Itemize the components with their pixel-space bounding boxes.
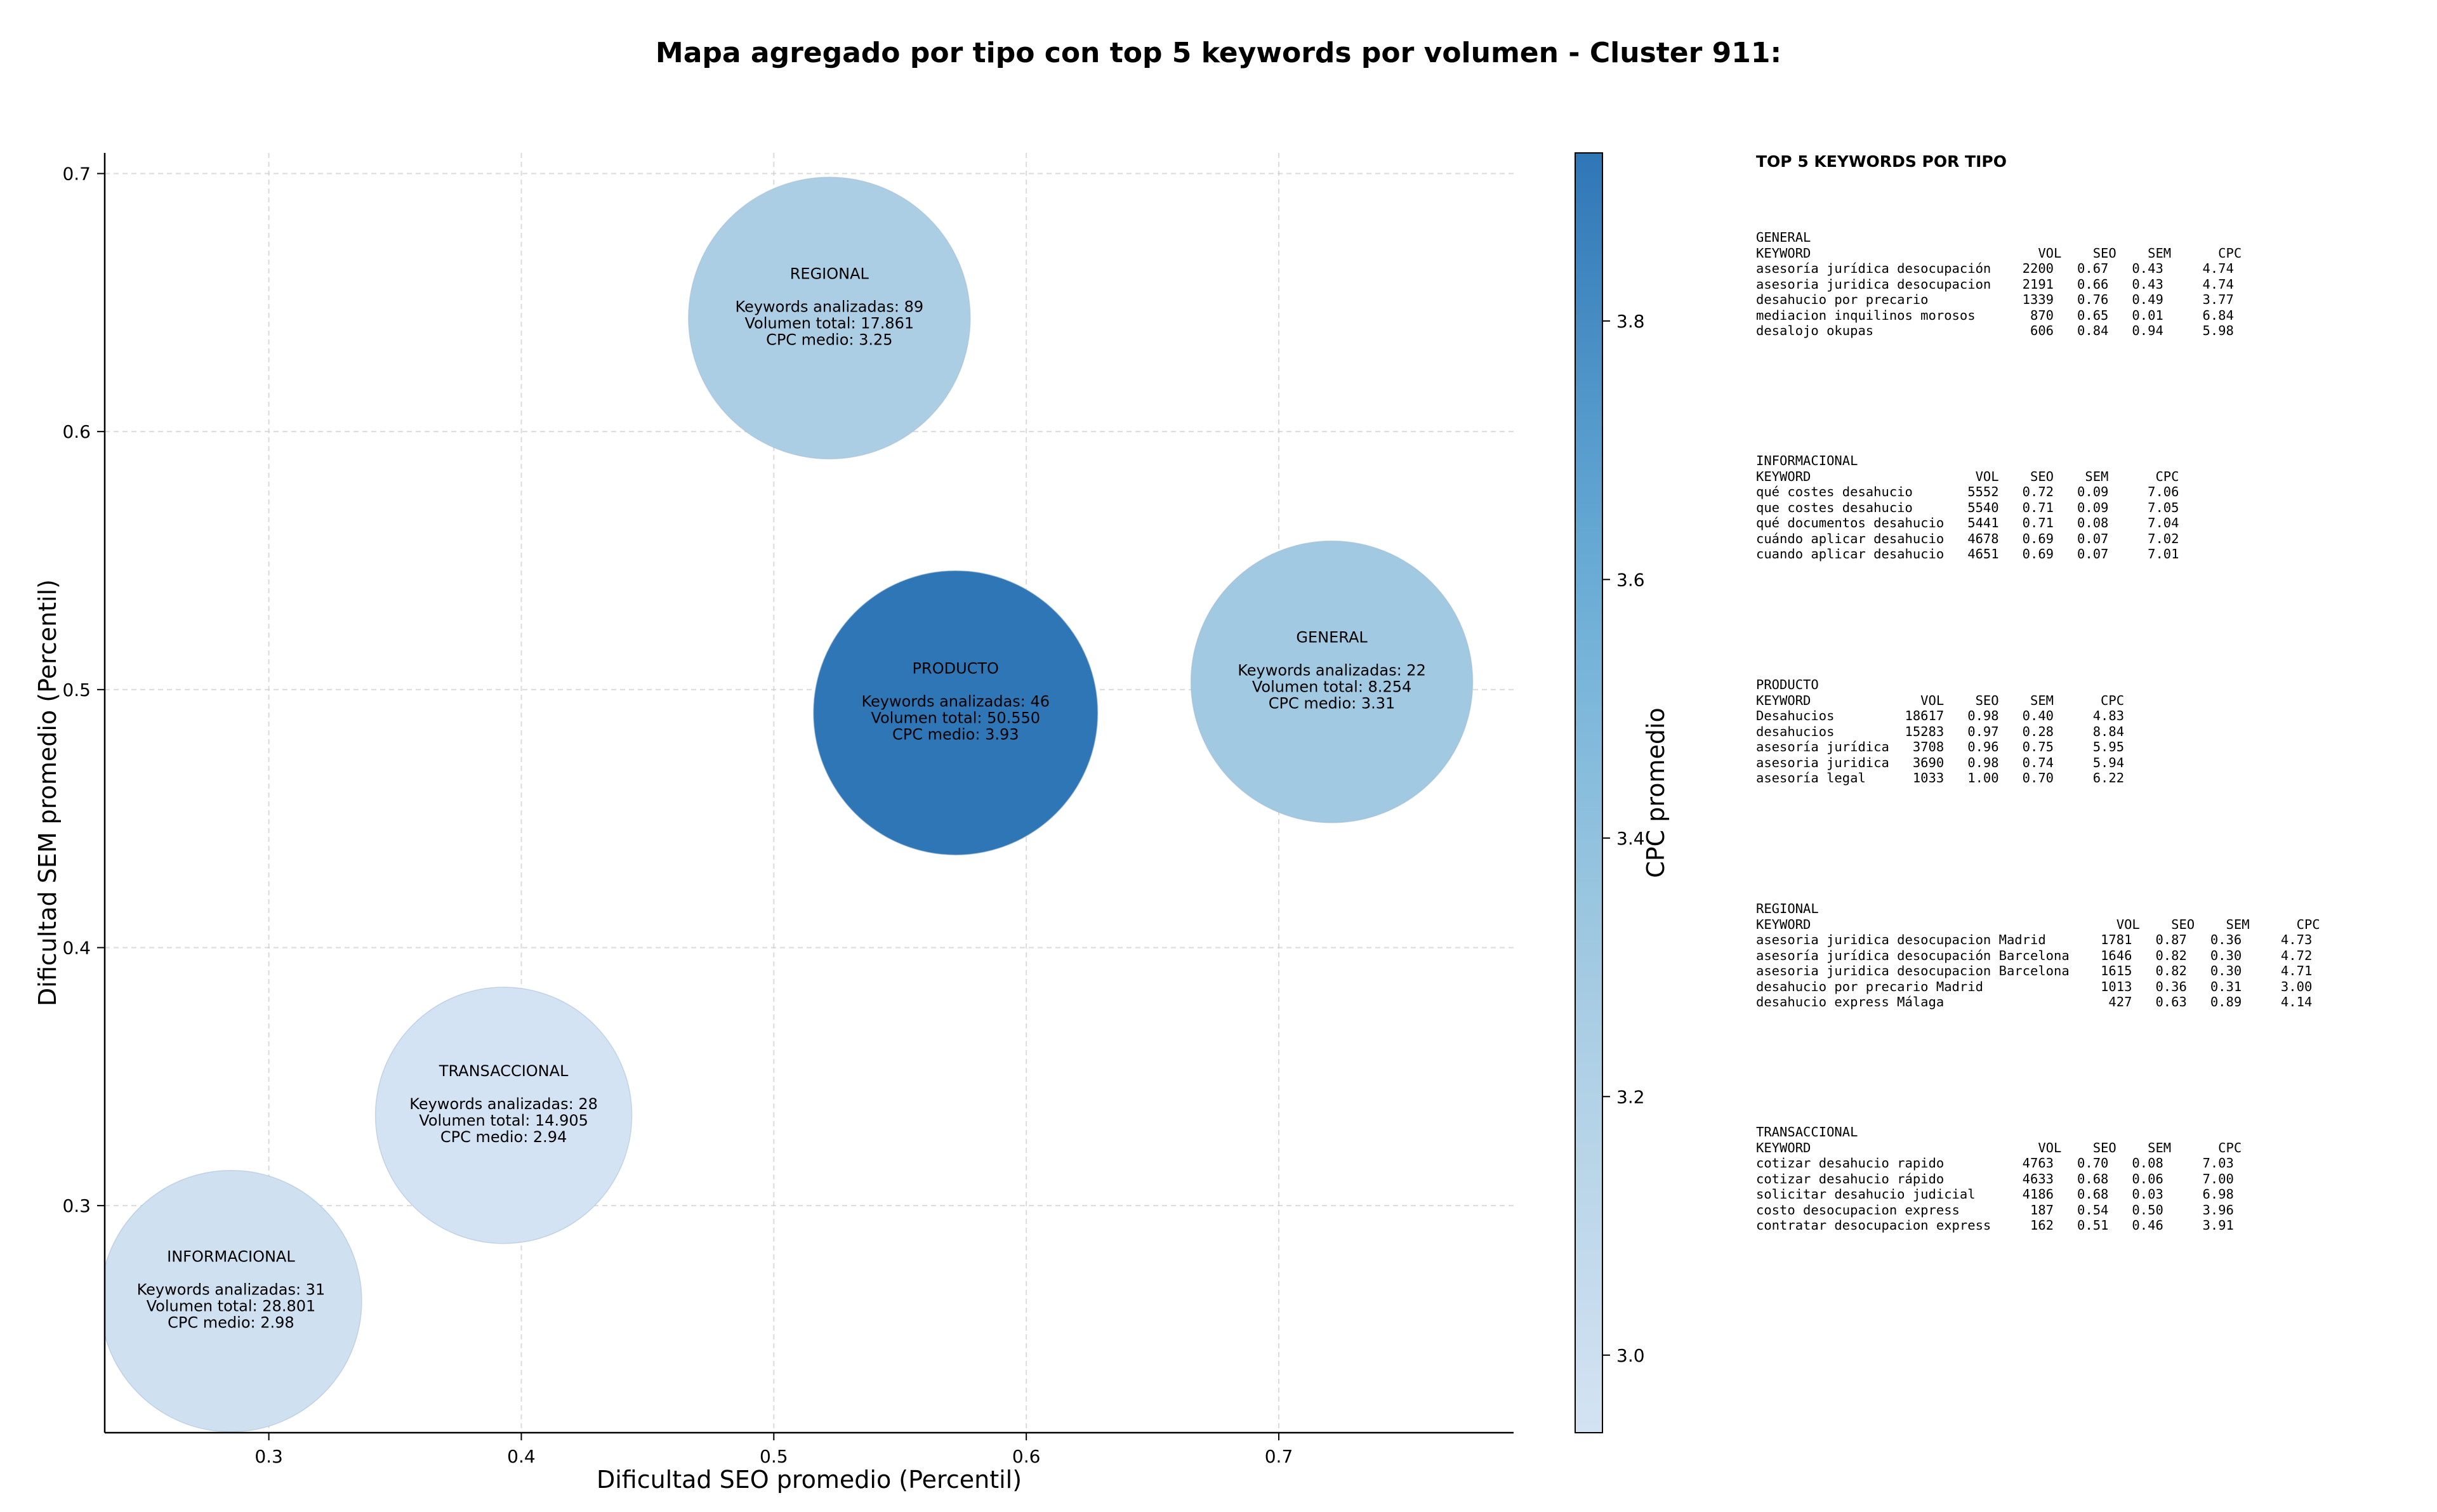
bubble-label-line: Keywords analizadas: 28 — [409, 1095, 598, 1113]
bubble-label-line: PRODUCTO — [913, 659, 999, 677]
y-tick-label: 0.5 — [62, 680, 91, 700]
y-tick-label: 0.4 — [62, 937, 91, 958]
bubble-label-line: Volumen total: 8.254 — [1252, 678, 1411, 696]
table-informacional: INFORMACIONAL KEYWORD VOL SEO SEM CPC qu… — [1756, 453, 2179, 562]
bubble-label-line: Volumen total: 50.550 — [871, 709, 1040, 726]
y-axis-label: Dificultad SEM promedio (Percentil) — [34, 579, 62, 1006]
bubble-label-line: Keywords analizadas: 46 — [861, 692, 1050, 710]
bubble-label-line: INFORMACIONAL — [167, 1248, 295, 1266]
bubble-label-line: Volumen total: 14.905 — [419, 1112, 588, 1129]
bubble-circle — [374, 987, 633, 1244]
bubble-label-line: Keywords analizadas: 22 — [1238, 662, 1426, 680]
axes: 0.3 0.4 0.5 0.6 0.7 0.3 0.4 0.5 0.6 0.7 — [62, 153, 1514, 1467]
table-regional: REGIONAL KEYWORD VOL SEO SEM CPC asesori… — [1756, 901, 2320, 1009]
chart-title: Mapa agregado por tipo con top 5 keyword… — [656, 37, 1781, 69]
bubble-transaccional: TRANSACCIONAL Keywords analizadas: 28Volu… — [374, 987, 633, 1244]
bubble-label-line: Keywords analizadas: 31 — [137, 1281, 326, 1299]
x-tick-label: 0.4 — [507, 1446, 536, 1467]
bubble-circle — [1190, 540, 1474, 824]
bubble-label-line: REGIONAL — [790, 265, 869, 282]
bubble-informacional: INFORMACIONAL Keywords analizadas: 31Volu… — [105, 1169, 362, 1433]
table-general: GENERAL KEYWORD VOL SEO SEM CPC asesoría… — [1756, 230, 2242, 338]
bubble-label-line: CPC medio: 2.98 — [168, 1314, 294, 1332]
y-tick-label: 0.3 — [62, 1195, 91, 1216]
bubble-circle — [813, 570, 1099, 856]
bubble-label-line: CPC medio: 3.31 — [1269, 695, 1396, 713]
bubble-label-line: Volumen total: 28.801 — [147, 1298, 316, 1315]
bubble-label-line: CPC medio: 3.93 — [892, 725, 1019, 743]
colorbar-tick-label: 3.2 — [1616, 1086, 1645, 1107]
x-tick-label: 0.7 — [1265, 1446, 1293, 1467]
colorbar-tick-label: 3.8 — [1616, 311, 1645, 332]
colorbar-tick-label: 3.0 — [1616, 1345, 1645, 1366]
y-tick-label: 0.6 — [62, 421, 91, 442]
x-tick-label: 0.6 — [1012, 1446, 1041, 1467]
bubble-label-line: CPC medio: 3.25 — [766, 331, 893, 348]
x-axis-label: Dificultad SEO promedio (Percentil) — [597, 1466, 1022, 1494]
tables-heading: TOP 5 KEYWORDS POR TIPO — [1756, 152, 2007, 171]
bubble-label-line: Volumen total: 17.861 — [744, 314, 914, 332]
bubble-label-line: GENERAL — [1296, 629, 1368, 647]
bubble-label-line: TRANSACCIONAL — [439, 1062, 569, 1080]
y-tick-label: 0.7 — [62, 164, 91, 185]
bubble-circle — [688, 176, 971, 460]
x-tick-label: 0.3 — [254, 1446, 283, 1467]
colorbar: 3.0 3.2 3.4 3.6 3.8 — [1575, 152, 1645, 1433]
colorbar-tick-label: 3.6 — [1616, 569, 1645, 590]
bubble-circle — [105, 1169, 362, 1433]
table-transaccional: TRANSACCIONAL KEYWORD VOL SEO SEM CPC co… — [1756, 1124, 2242, 1233]
x-tick-label: 0.5 — [760, 1446, 788, 1467]
colorbar-label: CPC promedio — [1642, 707, 1670, 878]
bubble-label-line: Keywords analizadas: 89 — [736, 298, 924, 315]
table-producto: PRODUCTO KEYWORD VOL SEO SEM CPC Desahuc… — [1756, 677, 2125, 786]
colorbar-gradient — [1575, 152, 1603, 1433]
colorbar-tick-label: 3.4 — [1616, 828, 1645, 849]
bubble-label-line: CPC medio: 2.94 — [440, 1128, 567, 1146]
